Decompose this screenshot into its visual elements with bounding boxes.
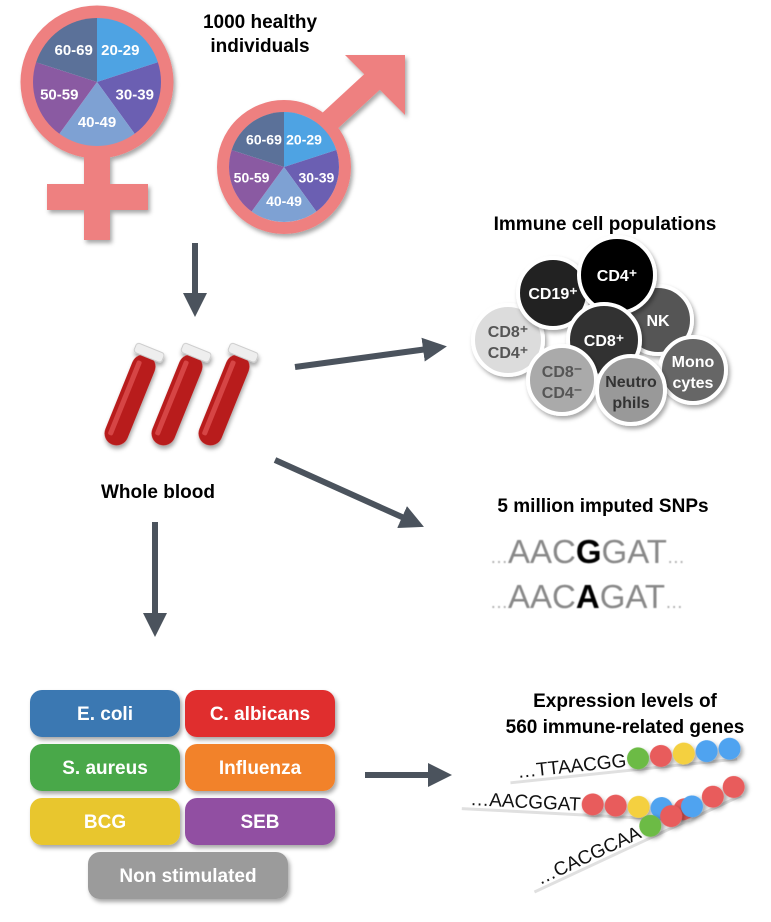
cell-cd8: CD8⁻ CD4⁻ [526, 344, 598, 416]
age-label: 50-59 [234, 169, 270, 185]
expression-bead [660, 805, 683, 828]
age-label: 20-29 [286, 131, 322, 147]
stimulus-seb: SEB [185, 798, 335, 845]
stimulus-c-albicans: C. albicans [185, 690, 335, 737]
expression-bead [604, 794, 627, 817]
age-label: 40-49 [266, 193, 302, 209]
cell-label: CD19⁺ [528, 286, 577, 303]
cell-label: cytes [673, 375, 714, 392]
expression-bead [649, 744, 672, 767]
age-slice-30-39 [97, 62, 162, 134]
cohort-title-line2: individuals [210, 36, 309, 57]
age-slice-40-49 [59, 82, 135, 146]
age-slice-60-69 [231, 112, 284, 167]
cell-label: CD4⁺ [488, 345, 528, 362]
cell-label: phils [612, 395, 649, 412]
expression-title-line2: 560 immune-related genes [506, 717, 745, 738]
whole-blood-label: Whole blood [101, 482, 215, 503]
snp-sequence-2: …AACAGAT… [490, 578, 683, 615]
age-label: 60-69 [54, 42, 92, 59]
cell-cd4: CD4⁺ [577, 235, 657, 315]
age-slice-60-69 [36, 18, 97, 82]
cell-label: CD4⁺ [597, 268, 637, 285]
cohort-title-line1: 1000 healthy [203, 12, 317, 33]
stimulus-label: Non stimulated [119, 866, 256, 887]
cell-label: NK [646, 313, 670, 330]
stimulus-s-aureus: S. aureus [30, 744, 180, 791]
age-label: 30-39 [116, 87, 154, 104]
immune-cell-cluster: CD8⁺CD4⁺CD19⁺NKCD4⁺CD8⁺CD8⁻CD4⁻Monocytes… [471, 235, 728, 426]
gene-sequence: …TTAACGG [516, 751, 627, 783]
expression-bead [627, 795, 650, 818]
cell-cd8: CD8⁺ CD4⁺ [471, 303, 545, 377]
expression-bead [627, 747, 650, 770]
blood-tubes-icon [104, 342, 259, 446]
age-label: 20-29 [101, 42, 139, 59]
gene-strand: …TTAACGG [510, 737, 741, 785]
expression-title-line1: Expression levels of [533, 691, 717, 712]
age-slice-30-39 [284, 150, 339, 212]
expression-bead [695, 740, 718, 763]
cell-label: CD8⁺ [488, 324, 528, 341]
gene-expression-strands: …TTAACGG …AACGGAT …CACGCAA [461, 737, 745, 894]
male-age-pie: 20-29 30-39 40-49 50-59 60-69 [229, 112, 339, 222]
cell-label: Mono [672, 354, 715, 371]
stimuli-panel: E. coli C. albicans S. aureus Influenza BCG S… [30, 690, 335, 899]
snp-sequence-1: …AACGGAT… [490, 533, 685, 570]
stimulus-label: C. albicans [210, 704, 310, 725]
male-symbol [217, 55, 405, 234]
age-slice-50-59 [229, 150, 284, 212]
arrow-to-cells [294, 337, 447, 370]
stimulus-influenza: Influenza [185, 744, 335, 791]
expression-bead [718, 737, 741, 760]
age-label: 60-69 [246, 131, 282, 147]
stimulus-e-coli: E. coli [30, 690, 180, 737]
snp-sequences: …AACGGAT… …AACAGAT… [490, 533, 685, 615]
cell-label: CD4⁻ [542, 385, 582, 402]
cell-cd19: CD19⁺ [516, 256, 590, 330]
expression-bead [672, 742, 695, 765]
expression-bead [581, 793, 604, 816]
cell-neutro: Neutro phils [595, 354, 667, 426]
stimulus-label: S. aureus [62, 758, 148, 779]
snp-variant: A [576, 578, 600, 615]
expression-bead [680, 795, 703, 818]
gene-strand: …CACGCAA [533, 775, 745, 894]
age-slice-40-49 [251, 167, 317, 222]
cell-label: CD8⁻ [542, 364, 582, 381]
age-slice-50-59 [32, 62, 97, 134]
stimulus-label: BCG [84, 812, 126, 833]
gene-sequence: …AACGGAT [470, 789, 582, 816]
cell-mono: Mono cytes [658, 335, 728, 405]
snps-title: 5 million imputed SNPs [497, 496, 708, 517]
age-label: 30-39 [299, 169, 335, 185]
age-label: 40-49 [78, 114, 116, 131]
expression-bead [701, 785, 724, 808]
age-slice-20-29 [284, 112, 337, 167]
expression-bead [639, 814, 662, 837]
cell-label: Neutro [605, 374, 657, 391]
stimulus-label: Influenza [219, 758, 302, 779]
cell-label: CD8⁺ [584, 333, 624, 350]
stimulus-label: SEB [240, 812, 279, 833]
stimulus-non-stimulated: Non stimulated [88, 852, 288, 899]
stimulus-label: E. coli [77, 704, 133, 725]
age-slice-20-29 [97, 18, 158, 82]
expression-bead [722, 775, 745, 798]
snp-variant: G [576, 533, 602, 570]
arrow-to-snps [273, 457, 424, 529]
female-symbol [20, 5, 174, 240]
gene-sequence: …CACGCAA [533, 823, 645, 890]
age-label: 50-59 [40, 87, 78, 104]
immune-cells-title: Immune cell populations [494, 214, 717, 235]
stimulus-bcg: BCG [30, 798, 180, 845]
